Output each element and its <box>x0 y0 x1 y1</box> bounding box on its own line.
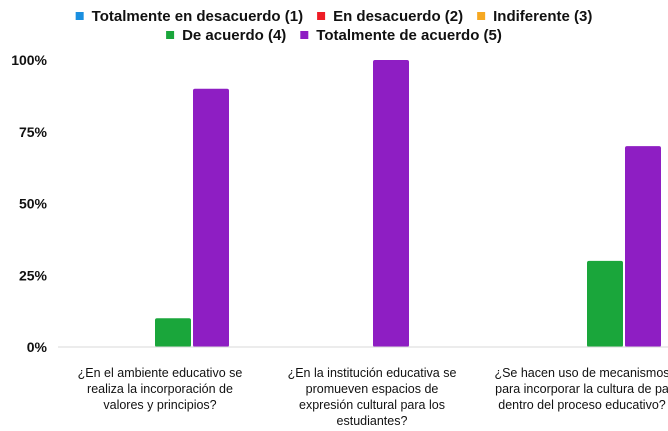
x-category-label: ¿Se hacen uso de mecanismos para incorpor… <box>494 366 668 412</box>
bars <box>155 60 661 347</box>
legend-swatch <box>477 12 486 20</box>
y-tick-label: 75% <box>19 124 48 140</box>
y-tick-label: 25% <box>19 267 48 283</box>
legend-item: En desacuerdo (2) <box>317 8 463 25</box>
legend-item: Totalmente en desacuerdo (1) <box>75 8 303 25</box>
legend-item: Totalmente de acuerdo (5) <box>300 27 502 44</box>
y-tick-label: 100% <box>11 52 47 68</box>
legend-label: De acuerdo (4) <box>182 27 286 44</box>
legend-label: Indiferente (3) <box>493 8 592 25</box>
bar-de-acuerdo-4 <box>587 260 623 347</box>
legend-swatch <box>75 12 84 20</box>
legend-label: Totalmente en desacuerdo (1) <box>92 8 303 25</box>
legend-label: Totalmente de acuerdo (5) <box>316 27 502 44</box>
y-tick-label: 0% <box>27 339 48 355</box>
x-category-label: ¿En el ambiente educativo se realiza la i… <box>78 366 243 412</box>
bar-de-acuerdo-4 <box>155 318 191 347</box>
x-axis-labels: ¿En el ambiente educativo se realiza la i… <box>78 366 668 428</box>
y-axis: 0% 25% 50% 75% 100% <box>11 52 47 355</box>
bar-totalmente-de-acuerdo-5 <box>193 88 229 347</box>
legend-swatch <box>300 31 309 39</box>
legend-item: Indiferente (3) <box>477 8 592 25</box>
legend-item: De acuerdo (4) <box>166 27 286 44</box>
y-tick-label: 50% <box>19 196 48 212</box>
x-category-label: ¿En la institución educativa se promueven… <box>288 366 457 428</box>
legend: Totalmente en desacuerdo (1) En desacuerd… <box>75 8 592 44</box>
legend-swatch <box>317 12 326 20</box>
bar-totalmente-de-acuerdo-5 <box>625 146 661 347</box>
legend-swatch <box>166 31 175 39</box>
bar-totalmente-de-acuerdo-5 <box>373 60 409 347</box>
legend-label: En desacuerdo (2) <box>333 8 463 25</box>
